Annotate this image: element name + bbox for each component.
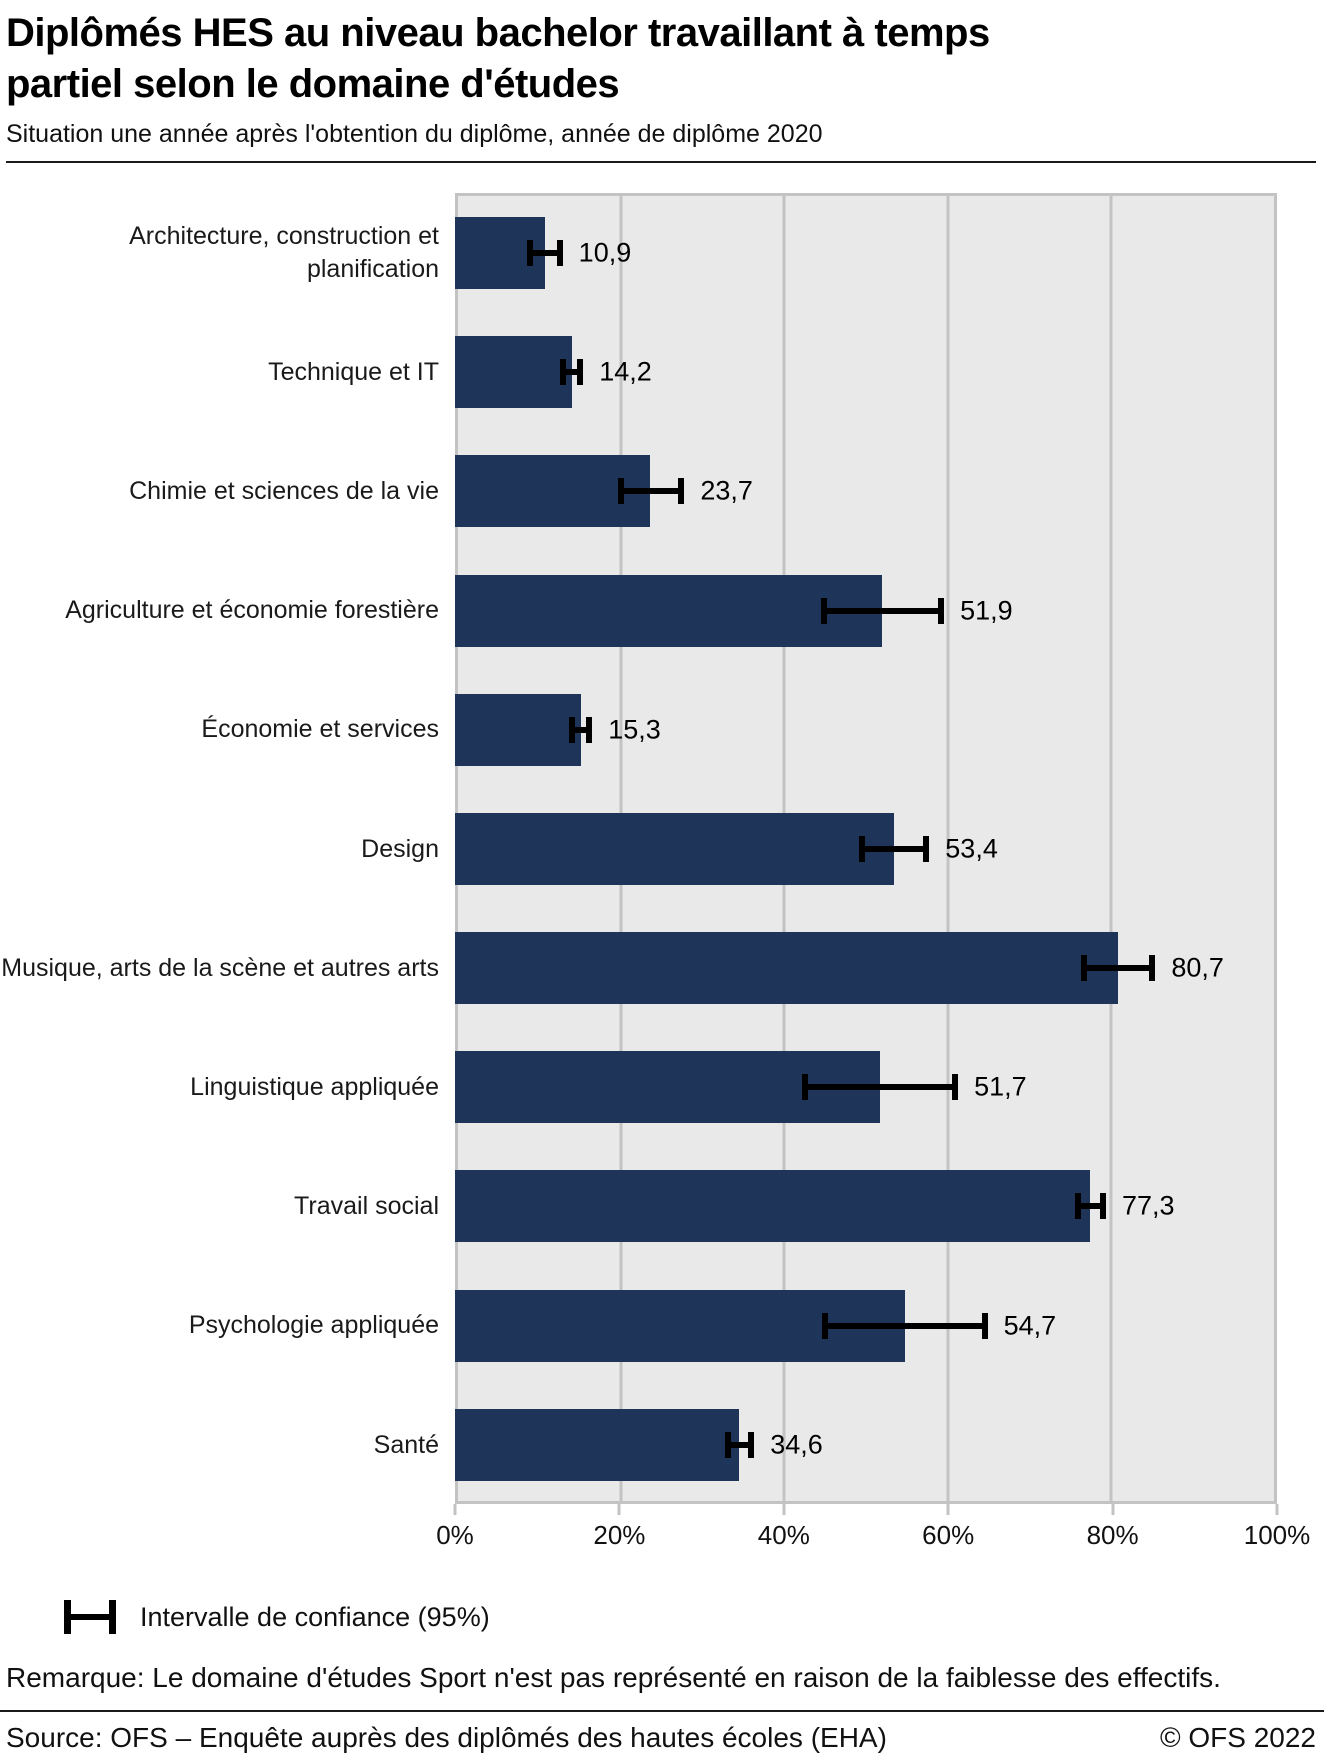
value-label: 23,7: [700, 475, 753, 506]
chart-row: Économie et services 15,3: [0, 670, 1277, 789]
chart-row: Agriculture et économie forestière 51,9: [0, 551, 1277, 670]
chart-row: Technique et IT 14,2: [0, 313, 1277, 432]
axis-tick: [1111, 1504, 1115, 1516]
axis-tick-label: 20%: [593, 1520, 646, 1551]
axis-tick-label: 100%: [1243, 1520, 1311, 1551]
row-plot: 54,7: [455, 1266, 1277, 1385]
category-label: Chimie et sciences de la vie: [129, 477, 439, 506]
bar: [455, 932, 1119, 1005]
error-bar: [858, 835, 930, 862]
row-plot: 80,7: [455, 909, 1277, 1028]
chart-row: Psychologie appliquée 54,7: [0, 1266, 1277, 1385]
error-bar: [1074, 1193, 1107, 1220]
row-plot: 15,3: [455, 670, 1277, 789]
error-bar-icon: [64, 1600, 116, 1635]
category-label: Design: [361, 834, 439, 863]
category-label: Économie et services: [201, 715, 439, 744]
axis-tick: [453, 1504, 457, 1516]
chart-header: Diplômés HES au niveau bachelor travaill…: [0, 0, 1324, 164]
gridline: [1109, 196, 1113, 1502]
category-label: Architecture, construction et planificat…: [129, 222, 439, 283]
value-label: 51,7: [974, 1071, 1027, 1102]
chart-row: Musique, arts de la scène et autres arts…: [0, 909, 1277, 1028]
axis-tick: [1275, 1504, 1279, 1516]
error-bar: [724, 1431, 755, 1458]
chart-row: Architecture, construction et planificat…: [0, 193, 1277, 312]
error-bar: [820, 597, 945, 624]
value-label: 53,4: [945, 833, 998, 864]
value-label: 15,3: [608, 714, 661, 745]
category-label: Technique et IT: [268, 357, 439, 386]
value-label: 34,6: [770, 1429, 823, 1460]
value-label: 51,9: [960, 595, 1013, 626]
row-plot: 14,2: [455, 313, 1277, 432]
error-bar: [560, 359, 584, 386]
value-label: 14,2: [599, 356, 652, 387]
row-plot: 51,9: [455, 551, 1277, 670]
bar: [455, 1408, 740, 1481]
error-bar: [617, 478, 685, 505]
page-title: Diplômés HES au niveau bachelor travaill…: [6, 11, 990, 107]
remark-text: Remarque: Le domaine d'études Sport n'es…: [6, 1662, 1221, 1694]
chart-row: Design 53,4: [0, 789, 1277, 908]
bar: [455, 455, 650, 528]
source-text: Source: OFS – Enquête auprès des diplômé…: [6, 1722, 887, 1754]
gridline: [946, 196, 950, 1502]
legend: Intervalle de confiance (95%): [64, 1600, 1324, 1635]
chart-row: Travail social 77,3: [0, 1147, 1277, 1266]
value-label: 77,3: [1122, 1190, 1175, 1221]
bar-chart: Architecture, construction et planificat…: [0, 193, 1277, 1505]
category-label: Musique, arts de la scène et autres arts: [1, 953, 439, 982]
value-label: 10,9: [578, 237, 632, 268]
axis-tick: [946, 1504, 950, 1516]
row-plot: 23,7: [455, 432, 1277, 551]
chart-row: Santé 34,6: [0, 1385, 1277, 1504]
value-label: 54,7: [1003, 1310, 1057, 1341]
axis-tick-label: 80%: [1086, 1520, 1139, 1551]
row-plot: 10,9: [455, 193, 1277, 312]
chart-row: Linguistique appliquée 51,7: [0, 1028, 1277, 1147]
axis-tick-label: 60%: [922, 1520, 975, 1551]
error-bar: [801, 1074, 959, 1101]
footer-divider: [0, 1710, 1324, 1713]
row-plot: 34,6: [455, 1385, 1277, 1504]
x-axis: 0% 20% 40% 60% 80% 100%: [436, 1504, 1310, 1566]
category-label: Psychologie appliquée: [188, 1311, 439, 1340]
page-subtitle: Situation une année après l'obtention du…: [6, 120, 823, 149]
category-label: Linguistique appliquée: [190, 1073, 439, 1102]
category-label: Agriculture et économie forestière: [65, 596, 439, 625]
footer: Source: OFS – Enquête auprès des diplômé…: [0, 1712, 1324, 1754]
row-plot: 53,4: [455, 789, 1277, 908]
plot-rows: Architecture, construction et planificat…: [0, 193, 1277, 1504]
row-plot: 51,7: [455, 1028, 1277, 1147]
copyright-text: © OFS 2022: [1159, 1722, 1316, 1754]
error-bar: [821, 1312, 988, 1339]
bar: [455, 812, 894, 885]
error-bar: [569, 716, 593, 743]
bar: [455, 693, 581, 766]
header-divider: [6, 161, 1316, 164]
category-label: Travail social: [294, 1192, 439, 1221]
chart-row: Chimie et sciences de la vie 23,7: [0, 432, 1277, 551]
axis-tick-label: 0%: [436, 1520, 474, 1551]
axis-tick: [617, 1504, 621, 1516]
error-bar: [1081, 955, 1156, 982]
error-bar: [526, 239, 563, 266]
bar: [455, 1170, 1091, 1243]
legend-label: Intervalle de confiance (95%): [140, 1601, 490, 1632]
axis-tick: [782, 1504, 786, 1516]
bar: [455, 574, 882, 647]
row-plot: 77,3: [455, 1147, 1277, 1266]
category-label: Santé: [373, 1430, 439, 1459]
value-label: 80,7: [1171, 952, 1224, 983]
axis-tick-label: 40%: [757, 1520, 810, 1551]
bar: [455, 336, 572, 409]
